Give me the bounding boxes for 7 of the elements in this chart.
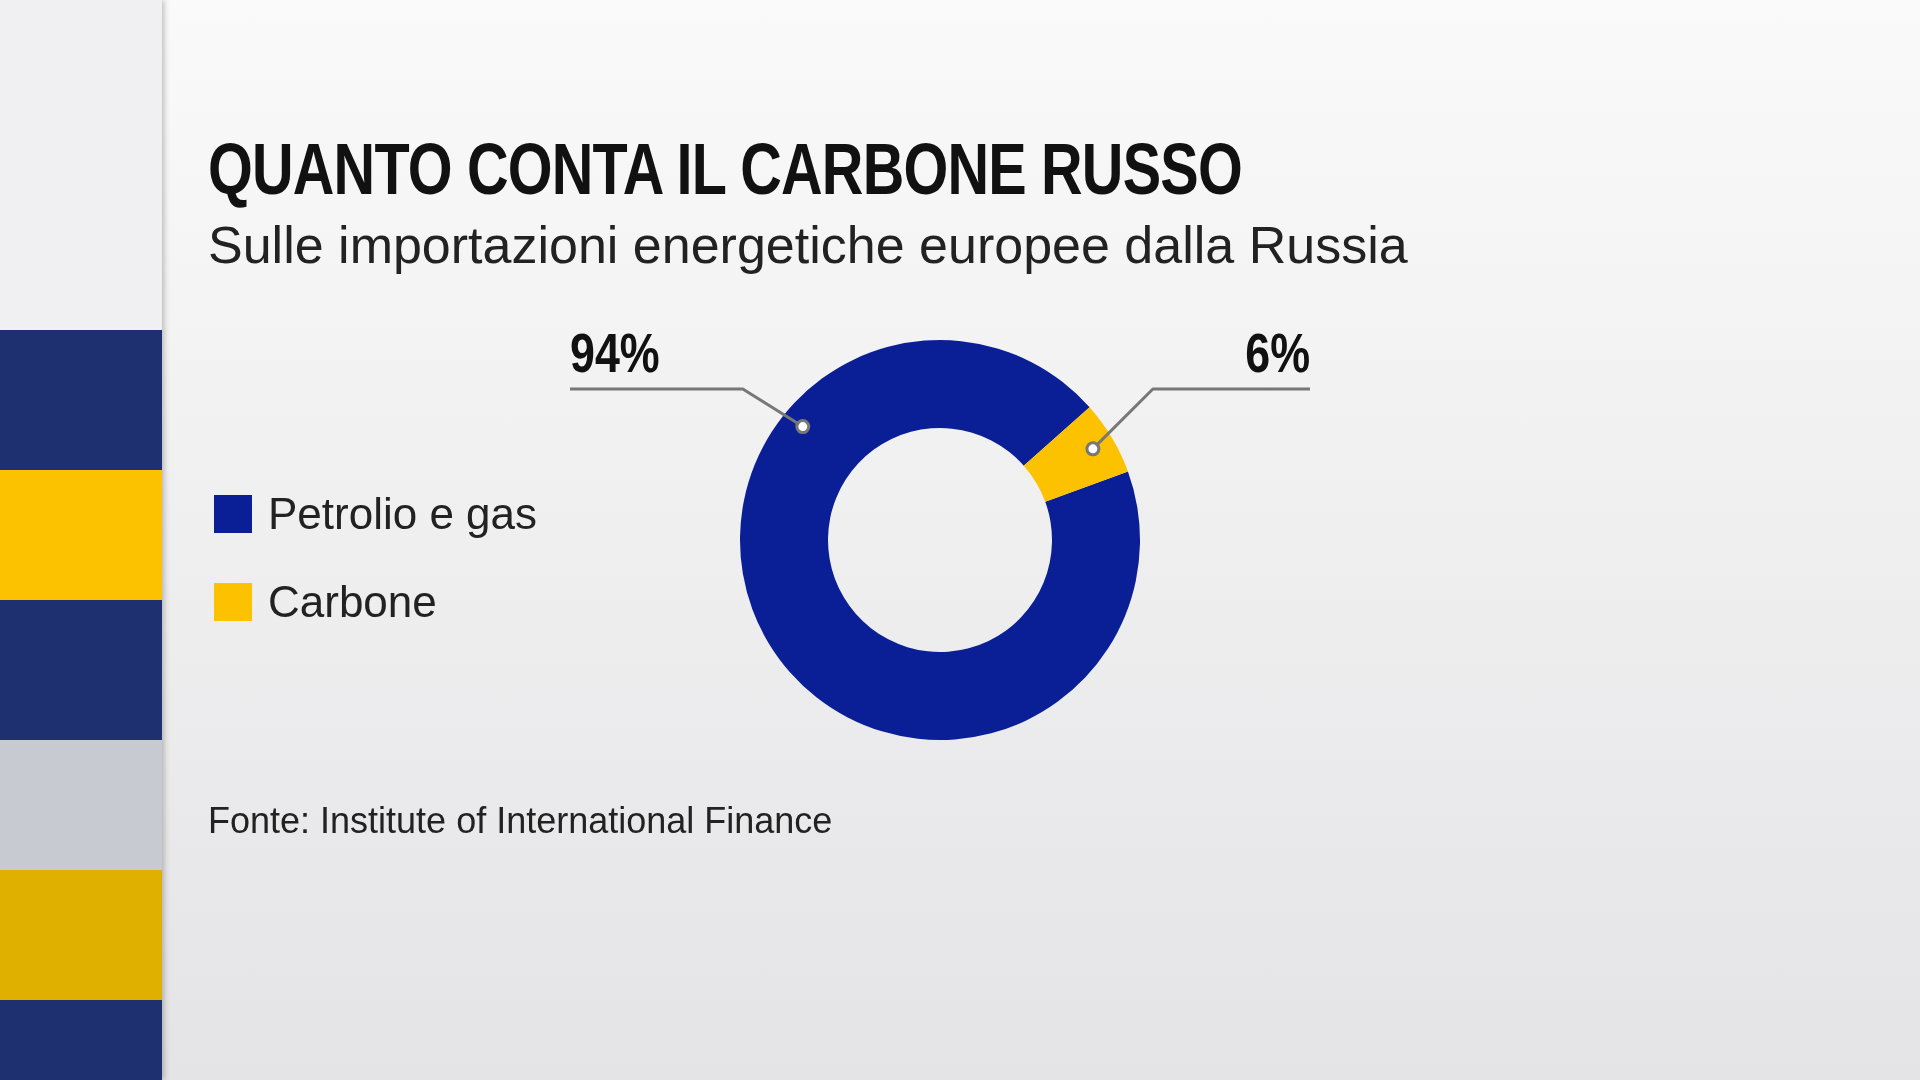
chart-subtitle: Sulle importazioni energetiche europee dalla Russia	[208, 215, 1408, 275]
data-label: 94%	[570, 321, 660, 385]
legend-label: Petrolio e gas	[268, 489, 538, 539]
legend-label: Carbone	[268, 577, 437, 627]
chart-title: QUANTO CONTA IL CARBONE RUSSO	[208, 128, 1242, 210]
data-label: 6%	[1245, 321, 1310, 385]
source-note: Fonte: Institute of International Finance	[208, 800, 833, 842]
